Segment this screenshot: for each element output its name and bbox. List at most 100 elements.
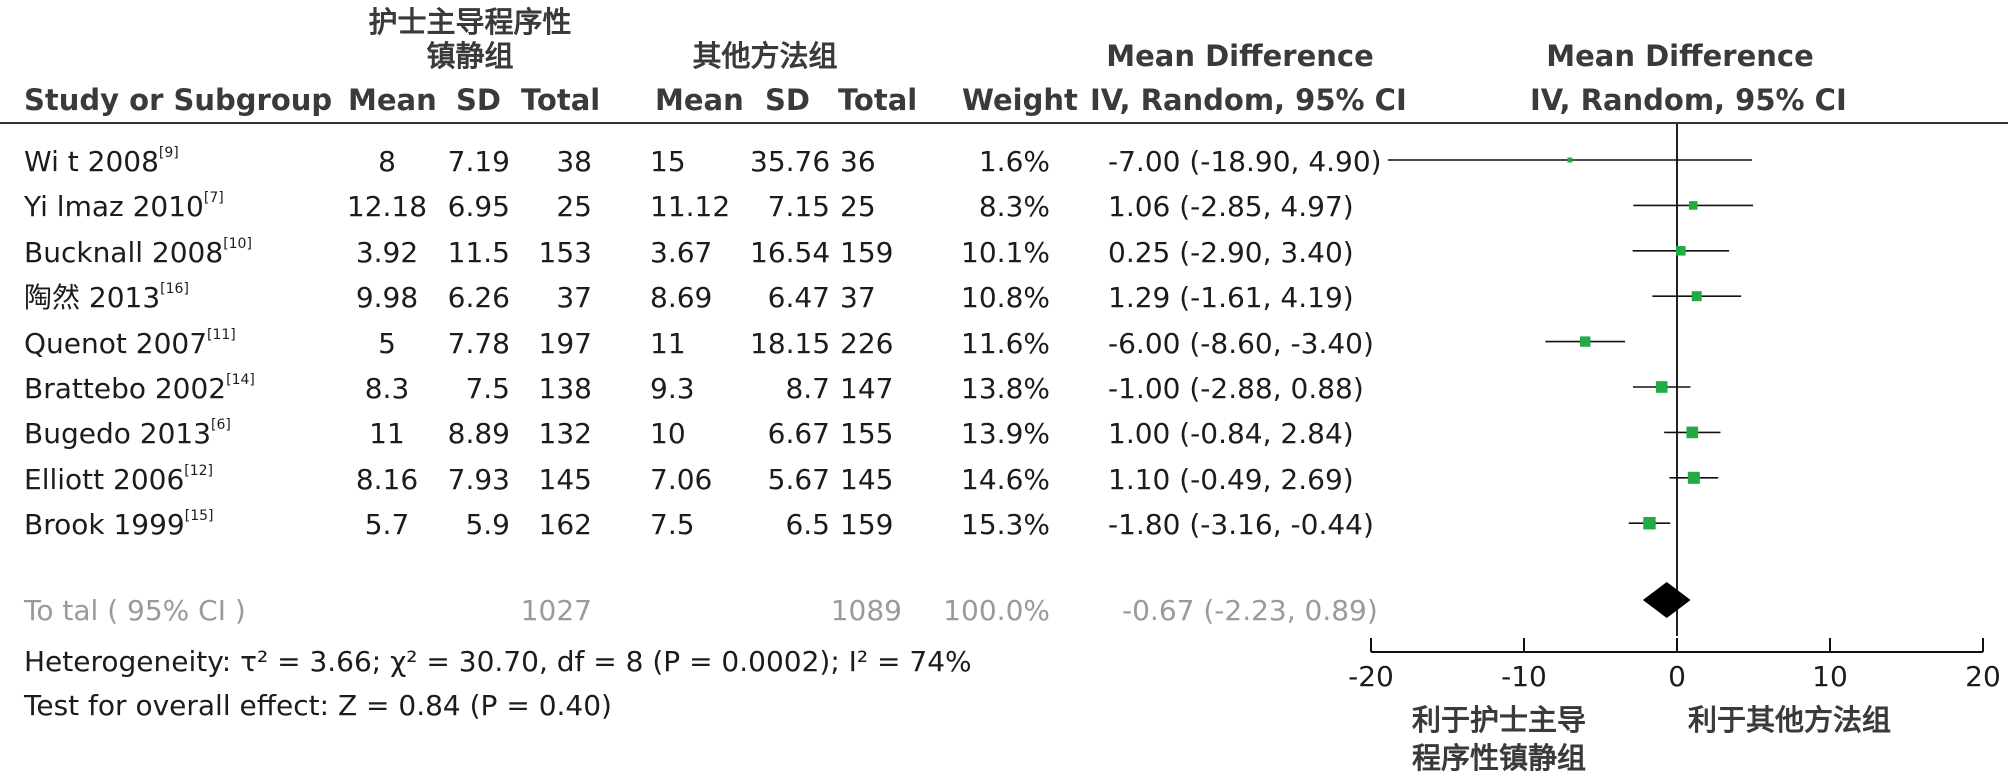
study-label: Brattebo 2002 (24, 372, 227, 405)
cell-sd1: 7.19 (447, 145, 510, 178)
col-sd1: SD (456, 83, 501, 117)
cell-sd1: 6.26 (447, 281, 510, 314)
cell-n2: 159 (840, 508, 894, 541)
x-tick-label: 20 (1965, 660, 2001, 693)
cell-m2: 15 (650, 145, 686, 178)
cell-sd2: 6.67 (767, 417, 830, 450)
study-name: Yi lmaz 2010[7] (24, 190, 224, 223)
col-sd2: SD (765, 83, 810, 117)
cell-m2: 7.5 (650, 508, 695, 541)
cell-sd1: 8.89 (447, 417, 510, 450)
study-name: Quenot 2007[11] (24, 327, 236, 360)
favours-left-line2: 程序性镇静组 (1412, 741, 1587, 775)
cell-sd2: 5.67 (767, 463, 830, 496)
study-label: Quenot 2007 (24, 327, 208, 360)
cell-m1: 8.16 (355, 463, 419, 496)
cell-weight: 15.3% (961, 508, 1050, 541)
cell-n2: 37 (840, 281, 876, 314)
study-reference: [12] (184, 463, 214, 479)
cell-weight: 10.8% (961, 281, 1050, 314)
study-marker (1655, 381, 1668, 393)
cell-weight: 14.6% (961, 463, 1050, 496)
study-name: Bugedo 2013[6] (24, 417, 231, 450)
study-reference: [14] (226, 372, 255, 388)
total-n2: 1089 (830, 594, 902, 627)
study-reference: [7] (203, 190, 224, 206)
group1-title-line1: 护士主导程序性 (368, 5, 572, 39)
header-divider (0, 122, 2008, 124)
study-name: Elliott 2006[12] (24, 463, 214, 494)
cell-n1: 162 (538, 508, 592, 541)
cell-md: 1.00 (-0.84, 2.84) (1108, 417, 1354, 450)
cell-m1: 11 (369, 417, 405, 450)
cell-sd2: 35.76 (750, 145, 831, 178)
study-reference: [6] (211, 417, 231, 433)
cell-sd1: 7.5 (465, 372, 510, 405)
study-reference: [16] (160, 281, 189, 297)
cell-m1: 5.7 (364, 508, 410, 541)
favours-right: 利于其他方法组 (1688, 703, 1892, 737)
study-reference: [10] (223, 236, 252, 252)
cell-n1: 25 (556, 190, 592, 223)
cell-m2: 3.67 (650, 236, 713, 269)
col-weight: Weight (962, 83, 1078, 117)
study-marker (1567, 157, 1573, 163)
md-column-subtitle: IV, Random, 95% CI (1090, 83, 1407, 117)
study-reference: [9] (158, 145, 179, 161)
cell-sd1: 5.9 (465, 508, 510, 541)
x-tick-label: -20 (1348, 660, 1394, 693)
study-label: Bucknall 2008 (24, 236, 224, 269)
study-label: 陶然 2013 (24, 281, 161, 314)
x-tick-label: 0 (1668, 660, 1686, 693)
cell-n1: 37 (556, 281, 592, 314)
cell-sd2: 16.54 (750, 236, 831, 269)
cell-sd1: 11.5 (447, 236, 510, 269)
cell-m2: 10 (650, 417, 686, 450)
cell-n2: 226 (840, 327, 894, 360)
cell-m2: 7.06 (650, 463, 713, 496)
cell-m2: 11 (650, 327, 686, 360)
cell-sd2: 6.5 (785, 508, 830, 541)
cell-n2: 145 (840, 463, 894, 496)
cell-n1: 145 (538, 463, 592, 496)
cell-md: -1.80 (-3.16, -0.44) (1108, 508, 1374, 541)
cell-n1: 197 (538, 327, 592, 360)
total-label: To tal ( 95% CI ) (24, 594, 246, 627)
total-md: -0.67 (-2.23, 0.89) (1122, 594, 1378, 627)
cell-md: -7.00 (-18.90, 4.90) (1108, 145, 1382, 178)
cell-m1: 8 (378, 145, 396, 178)
study-label: Wi t 2008 (24, 145, 159, 178)
cell-n2: 155 (840, 417, 894, 450)
study-marker (1676, 246, 1686, 256)
study-marker (1643, 516, 1656, 530)
study-name: Brook 1999[15] (24, 509, 214, 539)
cell-md: 1.06 (-2.85, 4.97) (1108, 190, 1354, 223)
x-tick-label: -10 (1501, 660, 1547, 693)
study-label: Yi lmaz 2010 (24, 190, 204, 223)
cell-m2: 11.12 (650, 190, 731, 223)
cell-md: 1.29 (-1.61, 4.19) (1108, 281, 1354, 314)
study-name: Bucknall 2008[10] (24, 236, 252, 269)
study-reference: [11] (207, 327, 236, 343)
pooled-diamond (1642, 582, 1691, 618)
col-study: Study or Subgroup (24, 83, 333, 117)
heterogeneity-text: Heterogeneity: τ² = 3.66; χ² = 30.70, df… (24, 645, 972, 678)
cell-sd1: 6.95 (447, 190, 510, 223)
total-n1: 1027 (520, 594, 592, 627)
cell-weight: 10.1% (961, 236, 1050, 269)
cell-m1: 5 (378, 327, 396, 360)
cell-weight: 13.9% (961, 417, 1050, 450)
study-marker (1580, 336, 1591, 347)
cell-n1: 132 (538, 417, 592, 450)
study-label: Bugedo 2013 (24, 417, 212, 450)
cell-m1: 3.92 (355, 236, 419, 269)
cell-md: -1.00 (-2.88, 0.88) (1108, 372, 1364, 405)
cell-sd1: 7.78 (447, 327, 510, 360)
col-total2: Total (838, 83, 918, 117)
cell-sd1: 7.93 (447, 463, 510, 496)
cell-sd2: 7.15 (767, 190, 830, 223)
cell-n2: 25 (840, 190, 876, 223)
cell-sd2: 18.15 (750, 327, 831, 360)
cell-n2: 147 (840, 372, 894, 405)
